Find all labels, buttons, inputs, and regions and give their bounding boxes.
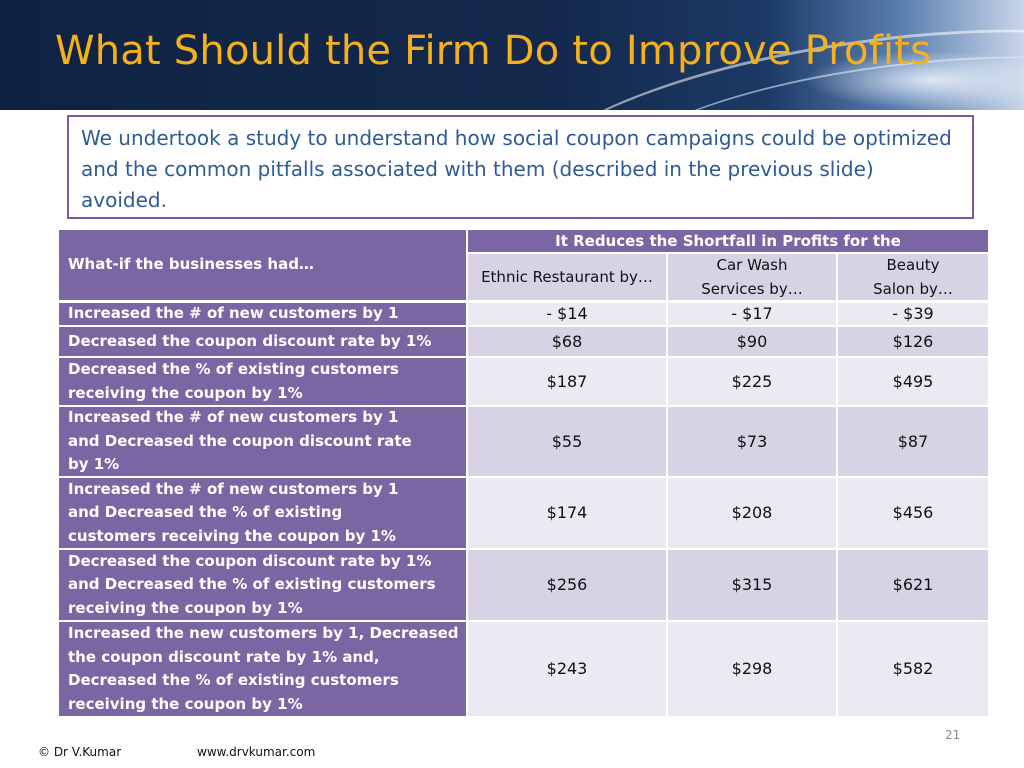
table-cell: $243 bbox=[468, 622, 666, 716]
table-cell: $315 bbox=[668, 550, 836, 620]
copyright-notice: © Dr V.Kumar bbox=[38, 745, 122, 759]
column-header-beauty-salon: Beauty Salon by… bbox=[838, 254, 988, 300]
row-label: Decreased the coupon discount rate by 1% bbox=[59, 327, 466, 356]
table-cell: $73 bbox=[668, 407, 836, 476]
row-label: Increased the new customers by 1, Decrea… bbox=[59, 622, 466, 716]
row-label: Increased the # of new customers by 1 bbox=[59, 303, 466, 325]
table-cell: $582 bbox=[838, 622, 988, 716]
page-number: 21 bbox=[945, 728, 961, 742]
row-header-label: What-if the businesses had… bbox=[59, 230, 466, 300]
table-cell: - $14 bbox=[468, 303, 666, 325]
table-cell: $87 bbox=[838, 407, 988, 476]
row-label: Decreased the % of existing customers re… bbox=[59, 358, 466, 405]
decorative-glow bbox=[804, 50, 1024, 110]
table-cell: $225 bbox=[668, 358, 836, 405]
table-cell: $298 bbox=[668, 622, 836, 716]
table-cell: $621 bbox=[838, 550, 988, 620]
row-label: Increased the # of new customers by 1 an… bbox=[59, 478, 466, 548]
table-cell: - $17 bbox=[668, 303, 836, 325]
table-cell: $55 bbox=[468, 407, 666, 476]
table-cell: $90 bbox=[668, 327, 836, 356]
slide-title: What Should the Firm Do to Improve Profi… bbox=[55, 28, 932, 74]
website-url: www.drvkumar.com bbox=[197, 745, 316, 759]
table-cell: - $39 bbox=[838, 303, 988, 325]
table-cell: $187 bbox=[468, 358, 666, 405]
table-cell: $495 bbox=[838, 358, 988, 405]
table-cell: $456 bbox=[838, 478, 988, 548]
results-table: What-if the businesses had… It Reduces t… bbox=[59, 230, 988, 718]
title-banner: What Should the Firm Do to Improve Profi… bbox=[0, 0, 1024, 110]
intro-textbox: We undertook a study to understand how s… bbox=[67, 115, 974, 219]
column-header-car-wash: Car Wash Services by… bbox=[668, 254, 836, 300]
table-cell: $208 bbox=[668, 478, 836, 548]
row-label: Increased the # of new customers by 1 an… bbox=[59, 407, 466, 476]
table-cell: $174 bbox=[468, 478, 666, 548]
column-group-header: It Reduces the Shortfall in Profits for … bbox=[468, 230, 988, 252]
table-cell: $68 bbox=[468, 327, 666, 356]
column-header-ethnic-restaurant: Ethnic Restaurant by… bbox=[468, 254, 666, 300]
table-cell: $126 bbox=[838, 327, 988, 356]
row-label: Decreased the coupon discount rate by 1%… bbox=[59, 550, 466, 620]
table-cell: $256 bbox=[468, 550, 666, 620]
